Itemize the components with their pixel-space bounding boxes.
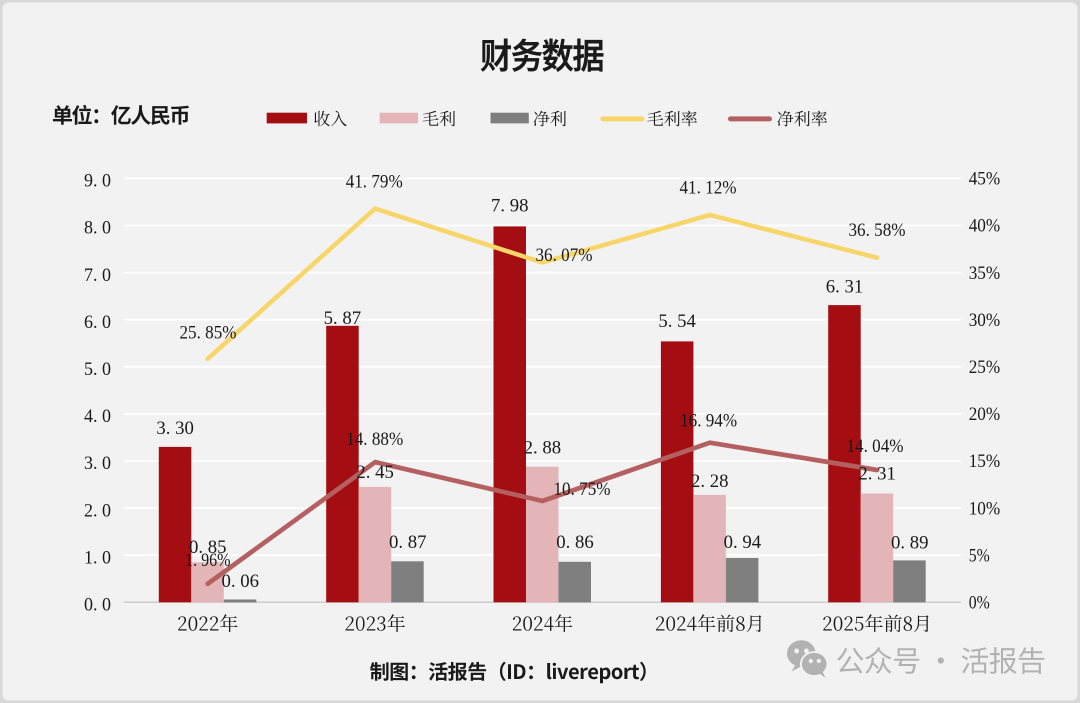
svg-text:20%: 20% xyxy=(969,404,1001,425)
svg-text:25%: 25% xyxy=(969,357,1001,378)
svg-text:45%: 45% xyxy=(969,169,1001,190)
svg-text:5. 0: 5. 0 xyxy=(84,359,111,380)
svg-text:5%: 5% xyxy=(969,545,990,566)
svg-text:0. 86: 0. 86 xyxy=(556,532,594,553)
svg-text:0. 0: 0. 0 xyxy=(84,595,111,616)
svg-text:10. 75%: 10. 75% xyxy=(554,479,611,500)
svg-text:8. 0: 8. 0 xyxy=(84,218,111,239)
svg-text:5. 87: 5. 87 xyxy=(324,308,362,329)
svg-text:16. 94%: 16. 94% xyxy=(680,411,737,432)
svg-text:14. 88%: 14. 88% xyxy=(346,429,403,450)
svg-text:40%: 40% xyxy=(969,216,1001,237)
svg-text:25. 85%: 25. 85% xyxy=(180,323,237,344)
svg-text:7. 98: 7. 98 xyxy=(491,196,529,217)
svg-text:0. 06: 0. 06 xyxy=(222,571,260,592)
svg-text:9. 0: 9. 0 xyxy=(84,171,111,192)
svg-text:3. 30: 3. 30 xyxy=(156,418,194,439)
svg-text:0. 89: 0. 89 xyxy=(891,532,929,553)
svg-text:36. 58%: 36. 58% xyxy=(849,220,906,241)
svg-text:2. 31: 2. 31 xyxy=(858,464,896,485)
svg-text:35%: 35% xyxy=(969,263,1001,284)
svg-text:0. 87: 0. 87 xyxy=(389,532,427,553)
svg-text:0. 85: 0. 85 xyxy=(189,537,227,558)
svg-text:0. 94: 0. 94 xyxy=(724,532,762,553)
svg-text:30%: 30% xyxy=(969,310,1001,331)
svg-text:10%: 10% xyxy=(969,498,1001,519)
svg-text:2. 88: 2. 88 xyxy=(524,437,562,458)
svg-text:4. 0: 4. 0 xyxy=(84,406,111,427)
svg-text:6. 0: 6. 0 xyxy=(84,312,111,333)
svg-text:14. 04%: 14. 04% xyxy=(847,436,904,457)
svg-text:1. 0: 1. 0 xyxy=(84,547,111,568)
svg-text:3. 0: 3. 0 xyxy=(84,453,111,474)
svg-text:7. 0: 7. 0 xyxy=(84,265,111,286)
svg-text:2. 0: 2. 0 xyxy=(84,500,111,521)
svg-text:41. 79%: 41. 79% xyxy=(346,172,403,193)
svg-text:2. 28: 2. 28 xyxy=(691,471,729,492)
svg-text:0%: 0% xyxy=(969,593,990,614)
svg-text:6. 31: 6. 31 xyxy=(826,277,864,298)
svg-text:36. 07%: 36. 07% xyxy=(536,245,593,266)
svg-text:2. 45: 2. 45 xyxy=(356,462,394,483)
svg-text:1. 96%: 1. 96% xyxy=(185,550,231,571)
svg-text:41. 12%: 41. 12% xyxy=(680,178,737,199)
svg-text:5. 54: 5. 54 xyxy=(658,311,696,332)
svg-text:15%: 15% xyxy=(969,451,1001,472)
